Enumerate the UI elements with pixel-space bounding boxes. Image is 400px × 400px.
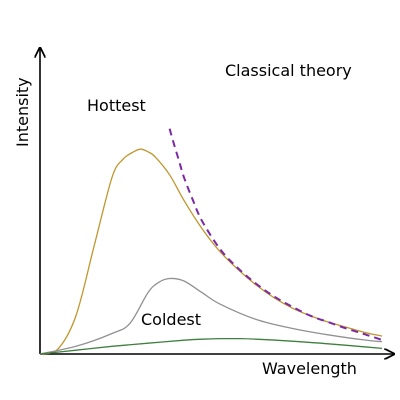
middle-curve <box>39 277 383 355</box>
series-layer <box>39 128 383 355</box>
y-axis-label: Intensity <box>13 77 32 147</box>
x-axis-label: Wavelength <box>262 359 357 378</box>
hottest-label: Hottest <box>87 96 146 115</box>
coldest-label: Coldest <box>141 310 201 329</box>
classical-theory-label: Classical theory <box>225 61 352 80</box>
classical-theory-curve <box>168 128 383 341</box>
hottest-curve <box>39 148 383 355</box>
coldest-curve <box>39 337 383 355</box>
